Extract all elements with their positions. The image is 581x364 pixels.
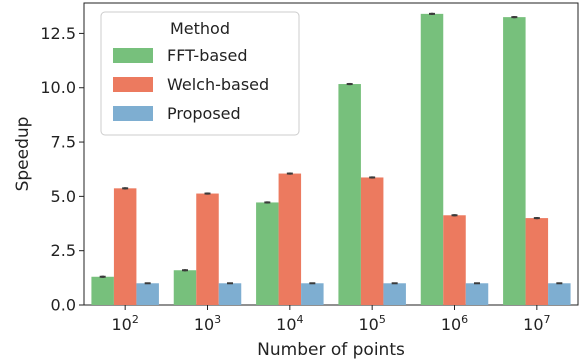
plot-area bbox=[83, 2, 579, 306]
x-axis-label: Number of points bbox=[257, 340, 405, 360]
bar-welch-based bbox=[360, 177, 384, 305]
plot-frame bbox=[83, 2, 579, 306]
bar-fft-based bbox=[503, 17, 526, 305]
bar-fft-based bbox=[338, 84, 361, 306]
bar-welch-based bbox=[443, 215, 466, 305]
bar-fft-based bbox=[91, 276, 114, 305]
x-tick-label: 106 bbox=[441, 313, 468, 334]
y-tick-label: 12.5 bbox=[40, 24, 76, 43]
x-tick-label: 102 bbox=[111, 313, 138, 334]
x-tick-label: 105 bbox=[358, 313, 385, 334]
legend-label: Proposed bbox=[167, 104, 241, 123]
bar-welch-based bbox=[113, 188, 137, 305]
bar-proposed bbox=[218, 283, 242, 305]
y-tick-label: 10.0 bbox=[40, 78, 76, 97]
y-tick-label: 2.5 bbox=[51, 241, 76, 260]
y-tick-label: 5.0 bbox=[51, 187, 76, 206]
bars-layer bbox=[91, 12, 571, 306]
bar-proposed bbox=[136, 283, 159, 305]
bar-proposed bbox=[383, 283, 406, 305]
bar-proposed bbox=[301, 283, 324, 305]
legend-swatch bbox=[113, 106, 153, 121]
y-tick-label: 7.5 bbox=[51, 133, 76, 152]
x-axis: 102 103 104 105 106 107 bbox=[111, 305, 551, 334]
legend-box bbox=[100, 11, 300, 136]
bar-fft-based bbox=[173, 270, 197, 305]
legend-title: Method bbox=[170, 19, 230, 38]
legend-swatch bbox=[113, 77, 153, 92]
legend-label: Welch-based bbox=[167, 75, 269, 94]
bar-fft-based bbox=[256, 202, 279, 305]
bar-welch-based bbox=[196, 193, 219, 305]
x-tick-label: 104 bbox=[276, 313, 303, 334]
legend-label: FFT-based bbox=[167, 46, 248, 65]
bar-welch-based bbox=[278, 173, 302, 305]
x-tick-label: 103 bbox=[194, 313, 221, 334]
y-axis-label: Speedup bbox=[13, 117, 33, 192]
legend-swatch bbox=[113, 48, 153, 63]
bar-proposed bbox=[548, 283, 571, 305]
legend: Method FFT-based Welch-based Proposed bbox=[100, 11, 300, 136]
bar-proposed bbox=[465, 283, 489, 305]
bar-fft-based bbox=[420, 13, 444, 305]
bar-welch-based bbox=[525, 218, 549, 305]
y-axis: 0.0 2.5 5.0 7.5 10.0 12.5 bbox=[40, 24, 84, 315]
x-tick-label: 107 bbox=[523, 313, 550, 334]
y-tick-label: 0.0 bbox=[51, 296, 76, 315]
